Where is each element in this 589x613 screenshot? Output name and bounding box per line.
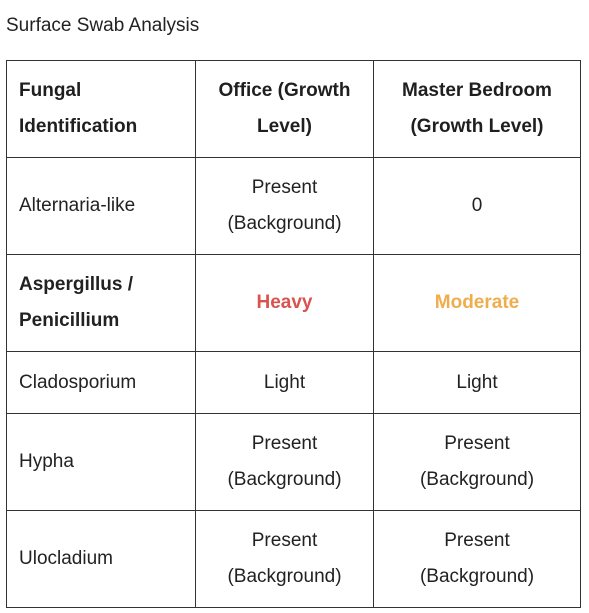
office-growth: Present (Background) (195, 510, 374, 608)
fungus-name: Cladosporium (6, 351, 196, 414)
table-row: Alternaria-like Present (Background) 0 (6, 157, 581, 255)
swab-analysis-table: Fungal Identification Office (Growth Lev… (6, 60, 581, 608)
table-caption: Surface Swab Analysis (6, 15, 200, 36)
office-growth: Heavy (195, 254, 374, 352)
fungus-name: Alternaria-like (6, 157, 196, 255)
fungus-name: Hypha (6, 413, 196, 511)
office-growth: Light (195, 351, 374, 414)
bedroom-growth: Light (373, 351, 581, 414)
table-row: Aspergillus / Penicillium Heavy Moderate (6, 254, 581, 352)
table-row: Hypha Present (Background) Present (Back… (6, 413, 581, 511)
bedroom-growth: Present (Background) (373, 510, 581, 608)
header-fungal-identification: Fungal Identification (6, 60, 196, 158)
header-row: Fungal Identification Office (Growth Lev… (6, 60, 581, 158)
bedroom-growth: 0 (373, 157, 581, 255)
office-growth: Present (Background) (195, 413, 374, 511)
office-growth: Present (Background) (195, 157, 374, 255)
table-row: Cladosporium Light Light (6, 351, 581, 414)
table-row: Ulocladium Present (Background) Present … (6, 510, 581, 608)
fungus-name: Ulocladium (6, 510, 196, 608)
header-office: Office (Growth Level) (195, 60, 374, 158)
bedroom-growth: Moderate (373, 254, 581, 352)
header-master-bedroom: Master Bedroom (Growth Level) (373, 60, 581, 158)
fungus-name: Aspergillus / Penicillium (6, 254, 196, 352)
bedroom-growth: Present (Background) (373, 413, 581, 511)
